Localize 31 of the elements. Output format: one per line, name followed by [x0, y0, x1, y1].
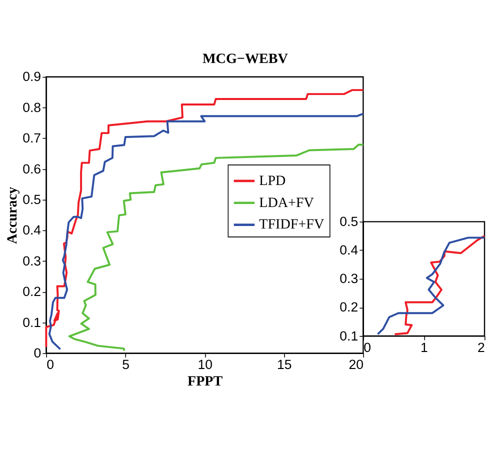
- y-tick-label: 0.5: [22, 192, 42, 207]
- y-tick-label: 0.7: [22, 130, 42, 146]
- line-series: [376, 236, 486, 336]
- x-tick-label: 15: [276, 357, 292, 372]
- y-axis-title: Accuracy: [4, 186, 20, 244]
- x-tick-label: 5: [122, 357, 130, 372]
- legend-label: LDA+FV: [259, 194, 315, 211]
- line-series: [68, 144, 364, 352]
- y-tick-label: 0.5: [340, 214, 358, 229]
- x-axis-title: FPPT: [187, 374, 224, 390]
- x-tick-label: 20: [348, 357, 364, 372]
- y-tick-label: 0.4: [22, 222, 42, 238]
- chart-title: MCG−WEBV: [202, 50, 289, 67]
- y-tick-label: 0.3: [340, 271, 358, 286]
- y-tick-label: 0.6: [22, 161, 42, 176]
- y-tick-label: 0.9: [22, 69, 42, 84]
- legend-label: TFIDF+FV: [259, 216, 325, 233]
- y-tick-label: 0.3: [22, 253, 42, 268]
- y-tick-label: 0.2: [22, 284, 42, 300]
- y-tick-label: 0.4: [340, 242, 358, 258]
- line-series: [394, 234, 486, 336]
- y-tick-label: 0.8: [22, 100, 42, 115]
- x-tick-label: 1: [420, 340, 428, 355]
- x-tick-label: 0: [364, 340, 371, 355]
- x-tick-label: 0: [46, 357, 54, 372]
- y-tick-label: 0.1: [22, 314, 42, 330]
- x-tick-label: 10: [198, 357, 212, 372]
- legend-label: LPD: [259, 172, 286, 189]
- y-tick-label: 0.1: [340, 328, 358, 344]
- x-tick-label: 2: [478, 340, 485, 355]
- y-tick-label: 0.2: [340, 300, 358, 315]
